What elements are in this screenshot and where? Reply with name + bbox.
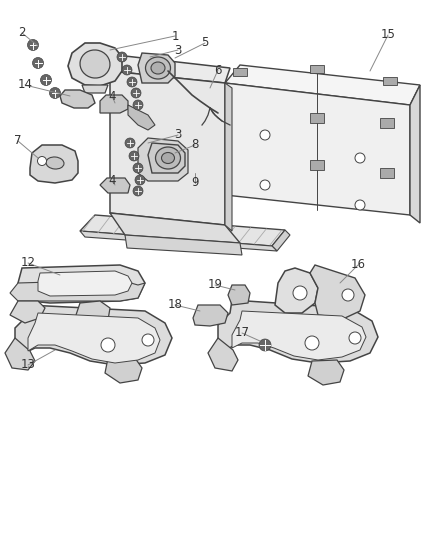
Circle shape — [355, 200, 365, 210]
Circle shape — [135, 175, 145, 185]
Polygon shape — [110, 213, 240, 243]
Circle shape — [133, 100, 143, 110]
Polygon shape — [10, 301, 45, 323]
Polygon shape — [125, 235, 242, 255]
Circle shape — [133, 163, 143, 173]
Polygon shape — [60, 90, 95, 108]
Circle shape — [125, 138, 135, 148]
Circle shape — [349, 332, 361, 344]
Text: 6: 6 — [214, 63, 222, 77]
Text: 2: 2 — [18, 27, 26, 39]
Circle shape — [28, 39, 39, 51]
Polygon shape — [105, 358, 142, 383]
Polygon shape — [138, 138, 188, 181]
Ellipse shape — [46, 157, 64, 169]
Text: 8: 8 — [191, 139, 199, 151]
Polygon shape — [225, 83, 410, 215]
Polygon shape — [15, 305, 172, 365]
Ellipse shape — [151, 62, 165, 74]
Circle shape — [32, 58, 43, 69]
Ellipse shape — [155, 147, 180, 169]
Polygon shape — [80, 215, 285, 246]
Circle shape — [122, 65, 132, 75]
Polygon shape — [30, 145, 78, 183]
Circle shape — [293, 286, 307, 300]
Ellipse shape — [162, 152, 174, 164]
Polygon shape — [383, 77, 397, 85]
Polygon shape — [100, 178, 130, 193]
Ellipse shape — [145, 57, 170, 79]
Text: 5: 5 — [201, 36, 208, 50]
Circle shape — [49, 87, 60, 99]
Circle shape — [260, 130, 270, 140]
Polygon shape — [5, 338, 35, 370]
Text: 15: 15 — [381, 28, 396, 42]
Polygon shape — [100, 95, 128, 113]
Polygon shape — [310, 113, 324, 123]
Text: 4: 4 — [108, 90, 116, 102]
Circle shape — [342, 289, 354, 301]
Polygon shape — [310, 265, 365, 318]
Circle shape — [133, 186, 143, 196]
Text: 1: 1 — [171, 29, 179, 43]
Circle shape — [142, 334, 154, 346]
Circle shape — [38, 157, 46, 166]
Text: 19: 19 — [208, 279, 223, 292]
Polygon shape — [193, 305, 228, 326]
Polygon shape — [232, 311, 366, 360]
Text: 13: 13 — [21, 359, 35, 372]
Polygon shape — [275, 268, 318, 313]
Ellipse shape — [80, 50, 110, 78]
Circle shape — [355, 153, 365, 163]
Polygon shape — [128, 105, 155, 130]
Polygon shape — [82, 85, 108, 93]
Polygon shape — [218, 300, 378, 363]
Polygon shape — [310, 65, 324, 73]
Polygon shape — [272, 230, 290, 251]
Circle shape — [259, 339, 271, 351]
Text: 14: 14 — [18, 78, 32, 92]
Polygon shape — [225, 83, 232, 231]
Text: 3: 3 — [174, 128, 182, 141]
Circle shape — [129, 151, 139, 161]
Text: 17: 17 — [234, 327, 250, 340]
Circle shape — [305, 336, 319, 350]
Circle shape — [260, 180, 270, 190]
Polygon shape — [233, 68, 247, 76]
Polygon shape — [148, 143, 185, 173]
Polygon shape — [80, 231, 277, 251]
Text: 3: 3 — [174, 44, 182, 56]
Circle shape — [117, 52, 127, 62]
Circle shape — [101, 338, 115, 352]
Polygon shape — [410, 85, 420, 223]
Polygon shape — [68, 43, 122, 86]
Polygon shape — [28, 313, 160, 363]
Polygon shape — [308, 360, 344, 385]
Polygon shape — [310, 160, 324, 170]
Polygon shape — [225, 65, 420, 105]
Polygon shape — [208, 338, 238, 371]
Circle shape — [40, 75, 52, 85]
Polygon shape — [18, 265, 145, 303]
Text: 12: 12 — [21, 256, 35, 270]
Polygon shape — [228, 285, 250, 305]
Polygon shape — [380, 118, 394, 128]
Polygon shape — [110, 56, 230, 83]
Polygon shape — [110, 71, 225, 225]
Polygon shape — [38, 271, 132, 296]
Polygon shape — [75, 301, 110, 325]
Polygon shape — [10, 280, 145, 301]
Text: 4: 4 — [108, 174, 116, 188]
Text: 16: 16 — [350, 259, 365, 271]
Text: 18: 18 — [168, 298, 183, 311]
Polygon shape — [138, 53, 175, 83]
Circle shape — [131, 88, 141, 98]
Text: 7: 7 — [14, 134, 22, 148]
Polygon shape — [380, 168, 394, 178]
Text: 9: 9 — [191, 176, 199, 190]
Circle shape — [127, 77, 137, 87]
